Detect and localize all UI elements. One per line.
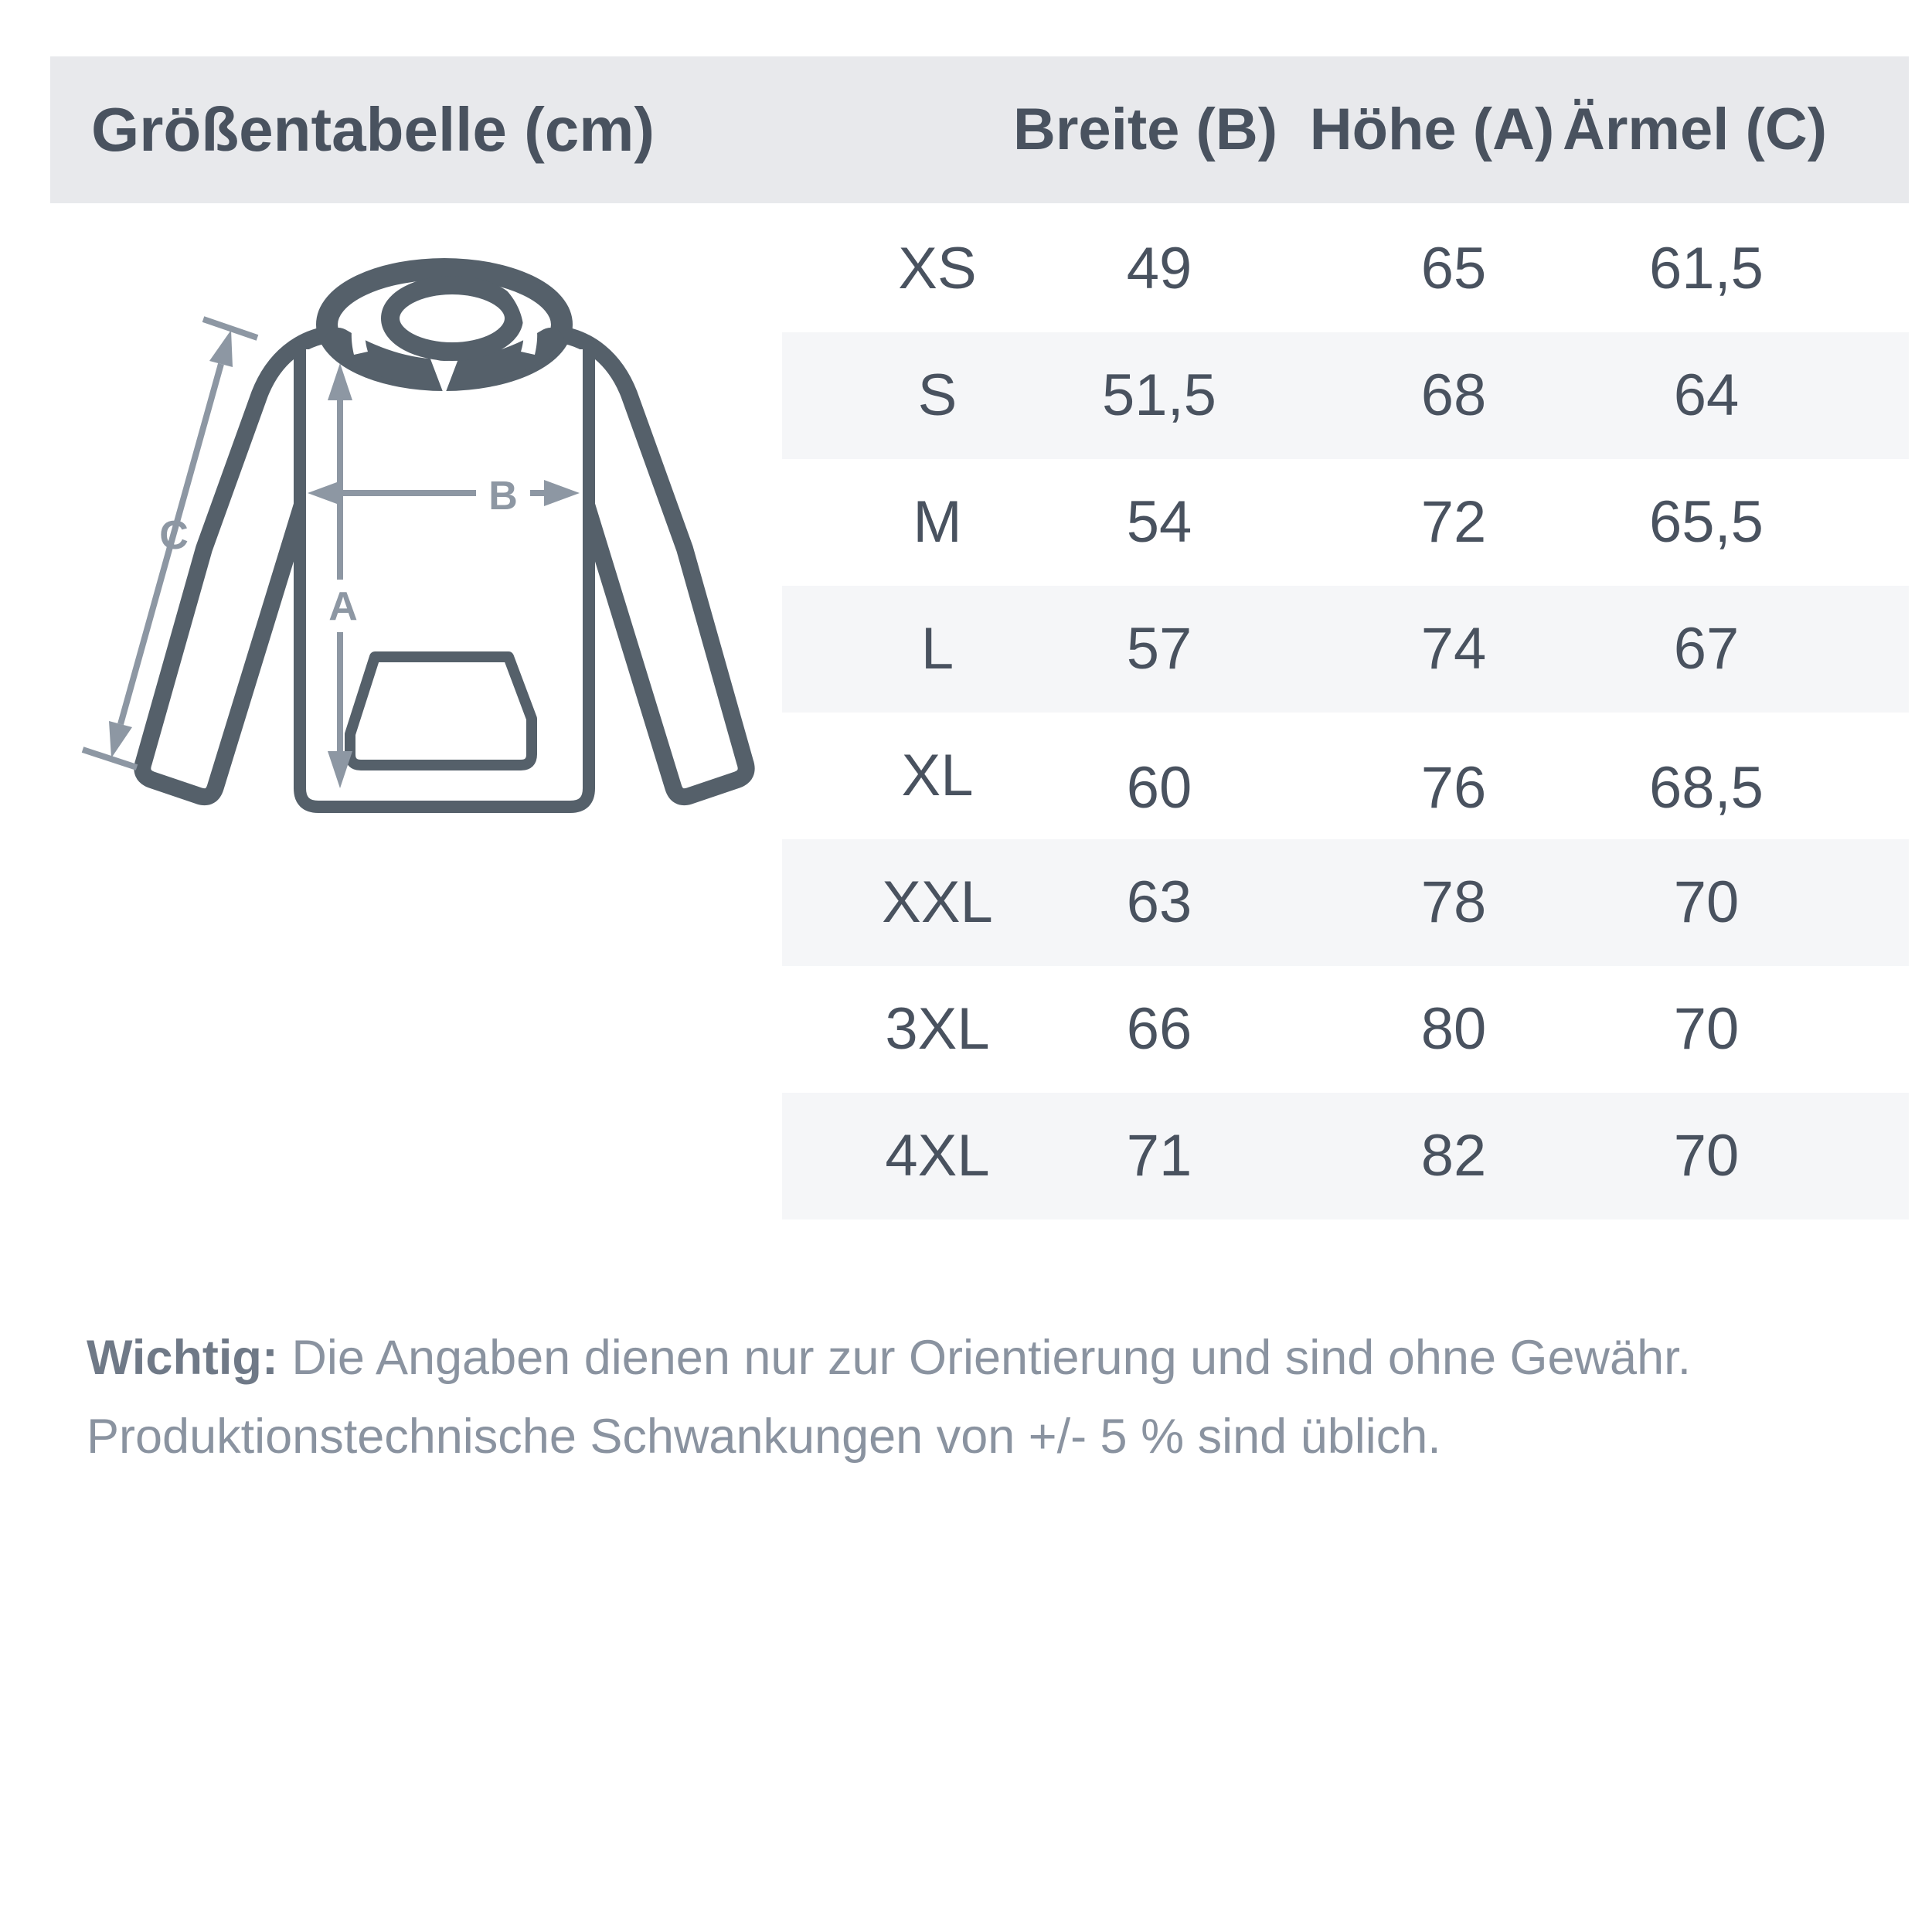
hood-bottom-notch [430,357,459,396]
disclaimer-bold-prefix: Wichtig: [87,1331,278,1385]
table-row-4xl: 4XL 71 82 70 [782,1093,1909,1219]
table-row-s: S 51,5 68 64 [782,332,1909,459]
disclaimer-line2: Produktionstechnische Schwankungen von +… [87,1410,1441,1464]
label-b: B [488,474,518,519]
aermel-value: 64 [1673,362,1740,428]
breite-value: 71 [1126,1123,1192,1189]
kangaroo-pocket [345,651,537,770]
table-row-xs: XS 49 65 61,5 [782,206,1909,332]
breite-value: 60 [1126,755,1192,821]
aermel-value: 65,5 [1649,489,1764,555]
hood-left-crease [351,289,383,355]
breite-value: 49 [1126,236,1192,301]
right-sleeve-outline [548,325,755,806]
table-row-xxl: XXL 63 78 70 [782,839,1909,966]
aermel-value: 67 [1673,616,1740,682]
aermel-value: 70 [1673,1123,1740,1189]
table-row-l: L 57 74 67 [782,586,1909,713]
breite-value: 51,5 [1102,362,1216,428]
hoehe-value: 72 [1420,489,1487,555]
breite-value: 54 [1126,489,1192,555]
width-arrow-b: B [308,474,580,519]
column-header-breite: Breite (B) [1012,97,1278,162]
hoodie-measurement-diagram: A B C [81,258,755,813]
height-arrow-a: A [320,363,366,788]
table-row-m: M 54 72 65,5 [782,459,1909,586]
size-table: XS 49 65 61,5 S 51,5 68 64 M 54 72 65,5 … [782,206,1909,1219]
table-row-3xl: 3XL 66 80 70 [782,966,1909,1093]
aermel-value: 70 [1673,996,1740,1062]
size-label: L [920,616,954,682]
size-label: XS [898,236,977,301]
hoehe-value: 76 [1420,755,1487,821]
table-row-xl: XL 60 76 68,5 [782,713,1909,839]
aermel-value: 61,5 [1649,236,1764,301]
breite-value: 57 [1126,616,1192,682]
disclaimer-note: Wichtig: Die Angaben dienen nur zur Orie… [87,1318,1864,1476]
size-label: XL [901,743,974,808]
hoehe-value: 68 [1420,362,1487,428]
sleeve-arrow-c: C [81,316,259,770]
size-label: 4XL [885,1123,990,1189]
page-title: Größentabelle (cm) [91,95,655,164]
column-header-hoehe: Höhe (A) [1309,97,1555,162]
size-label: M [913,489,962,555]
hoehe-value: 78 [1420,869,1487,935]
header-band: Größentabelle (cm) Breite (B) Höhe (A) Ä… [50,56,1909,203]
disclaimer-line1: Die Angaben dienen nur zur Orientierung … [277,1331,1692,1385]
size-label: 3XL [885,996,990,1062]
size-label: S [917,362,957,428]
label-c: C [159,513,189,558]
hoehe-value: 80 [1420,996,1487,1062]
hood-right-crease [505,289,538,355]
aermel-value: 68,5 [1649,755,1764,821]
hoehe-value: 65 [1420,236,1487,301]
label-a: A [328,584,358,629]
breite-value: 63 [1126,869,1192,935]
column-header-aermel: Ärmel (C) [1562,97,1828,162]
left-sleeve-outline [134,325,341,806]
hoehe-value: 74 [1420,616,1487,682]
aermel-value: 70 [1673,869,1740,935]
hood-drawstring-opening [381,276,523,361]
hoehe-value: 82 [1420,1123,1487,1189]
size-label: XXL [882,869,993,935]
breite-value: 66 [1126,996,1192,1062]
